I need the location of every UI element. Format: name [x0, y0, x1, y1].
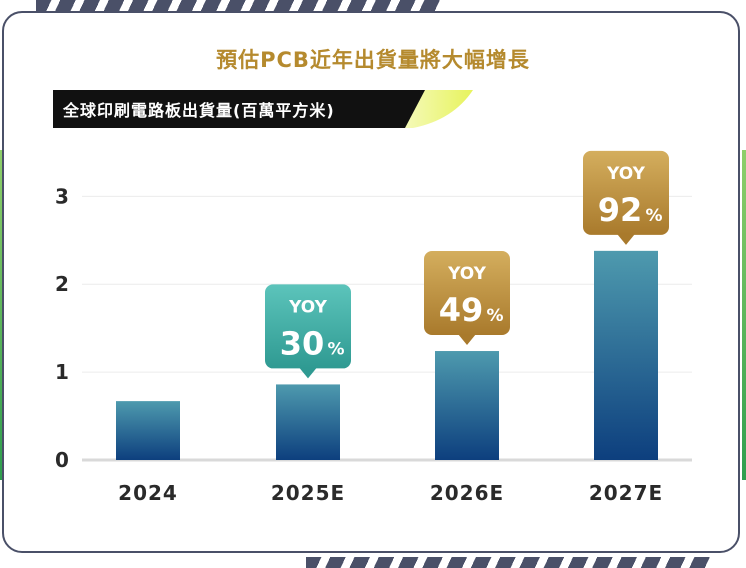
- bar-2026e: [435, 351, 499, 460]
- y-tick-label: 3: [55, 184, 69, 208]
- yoy-badge-value: 92: [598, 191, 643, 229]
- yoy-badge-label: YOY: [606, 164, 646, 184]
- yoy-badge-pointer: [458, 334, 476, 346]
- yoy-badge-unit: %: [486, 306, 503, 326]
- y-tick-label: 1: [55, 360, 69, 384]
- grid-layer: [82, 195, 692, 462]
- yoy-badge-box: [424, 251, 510, 336]
- x-tick-label: 2025E: [271, 481, 345, 505]
- yoy-badge-2025e: YOY 30%: [265, 284, 351, 379]
- label-layer: 0 1 2 3 2024 2025E 2026E 2027E: [55, 184, 663, 505]
- yoy-badge-pointer: [299, 367, 317, 379]
- unit-banner: 全球印刷電路板出貨量(百萬平方米): [53, 90, 478, 128]
- yoy-badge-label: YOY: [447, 264, 487, 284]
- bar-2024: [116, 401, 180, 460]
- yoy-badge-value: 30: [280, 324, 325, 362]
- y-tick-label: 2: [55, 272, 69, 296]
- yoy-badge-unit: %: [645, 206, 662, 226]
- yoy-badge-pointer: [617, 233, 635, 245]
- yoy-badge-box: [265, 284, 351, 369]
- yoy-badge-2026e: YOY 49%: [424, 251, 510, 346]
- yoy-badge-unit: %: [327, 339, 344, 359]
- right-edge-accent: [742, 150, 746, 480]
- bar-layer: [116, 250, 658, 460]
- top-stripe-decoration: [36, 0, 440, 11]
- yoy-badge-box: [583, 150, 669, 235]
- unit-banner-label: 全球印刷電路板出貨量(百萬平方米): [63, 101, 335, 120]
- yoy-badge-2027e: YOY 92%: [583, 150, 669, 245]
- x-tick-label: 2027E: [589, 481, 663, 505]
- x-tick-label: 2024: [118, 481, 178, 505]
- y-tick-label: 0: [55, 448, 69, 472]
- bar-2027e: [594, 250, 658, 460]
- yoy-badge-value: 49: [439, 291, 484, 329]
- chart-title: 預估PCB近年出貨量將大幅增長: [216, 48, 530, 72]
- x-tick-label: 2026E: [430, 481, 504, 505]
- bar-2025e: [276, 384, 340, 460]
- yoy-badge-label: YOY: [288, 297, 328, 317]
- bottom-stripe-decoration: [306, 557, 710, 568]
- badge-layer: YOY 30 % YOY 49 % YOY 92%: [265, 150, 669, 379]
- unit-banner-shape: [53, 90, 473, 128]
